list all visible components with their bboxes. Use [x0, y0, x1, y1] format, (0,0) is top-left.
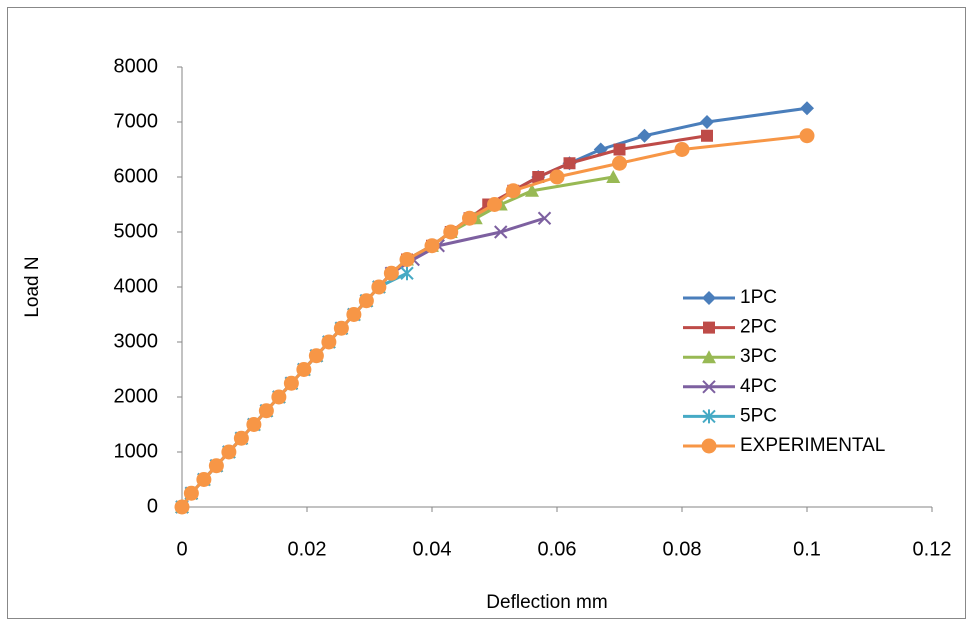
y-tick-label: 7000: [114, 110, 159, 132]
marker: [283, 375, 299, 391]
marker: [383, 265, 399, 281]
marker: [399, 252, 415, 267]
marker: [221, 444, 237, 460]
marker: [549, 169, 565, 185]
marker: [613, 143, 626, 156]
legend-label: EXPERIMENTAL: [740, 435, 885, 456]
legend-label: 2PC: [740, 317, 777, 338]
marker: [271, 389, 287, 405]
marker: [400, 266, 414, 281]
y-axis-title: Load N: [22, 256, 43, 317]
legend-marker: [703, 321, 715, 334]
marker: [674, 142, 690, 157]
y-tick-label: 8000: [114, 55, 159, 77]
y-tick-label: 3000: [114, 330, 159, 352]
marker: [525, 183, 539, 197]
marker: [701, 129, 713, 142]
legend-label: 3PC: [740, 346, 777, 367]
marker: [800, 101, 814, 116]
marker: [799, 128, 815, 144]
marker: [537, 211, 552, 225]
x-tick-label: 0.04: [413, 538, 452, 560]
legend-marker: [702, 409, 716, 424]
x-tick-label: 0.08: [663, 538, 702, 560]
marker: [700, 115, 714, 129]
x-axis-title: Deflection mm: [486, 592, 607, 613]
marker: [505, 183, 521, 199]
legend-label: 5PC: [740, 405, 777, 426]
marker: [174, 499, 190, 515]
marker: [233, 430, 249, 446]
y-tick-label: 2000: [114, 385, 159, 407]
marker: [246, 417, 262, 432]
marker: [462, 210, 477, 226]
y-tick-label: 5000: [114, 220, 159, 242]
chart-frame: [7, 7, 966, 619]
marker: [308, 348, 324, 364]
y-tick-label: 6000: [114, 165, 159, 187]
x-tick-label: 0.1: [793, 538, 821, 560]
marker: [346, 307, 362, 322]
legend-marker: [701, 438, 717, 454]
marker: [487, 197, 502, 212]
legend-marker: [702, 291, 716, 305]
series-line: [180, 134, 808, 508]
legend-marker: [702, 350, 716, 364]
x-tick-label: 0.06: [538, 538, 577, 560]
marker: [443, 224, 459, 240]
x-tick-label: 0.02: [288, 538, 327, 560]
marker: [494, 225, 508, 239]
marker: [333, 320, 349, 336]
marker: [563, 157, 576, 170]
marker: [321, 334, 337, 350]
x-tick-label: 0: [176, 538, 187, 560]
y-tick-label: 0: [147, 495, 158, 517]
marker: [424, 238, 440, 254]
marker: [606, 170, 621, 183]
marker: [196, 472, 212, 487]
legend-label: 4PC: [740, 376, 777, 397]
marker: [296, 362, 312, 377]
legend-label: 1PC: [740, 287, 777, 308]
marker: [637, 128, 652, 143]
marker: [532, 171, 545, 183]
legend-marker: [702, 380, 716, 394]
marker: [258, 403, 274, 419]
marker: [371, 279, 387, 295]
marker: [208, 458, 224, 474]
y-tick-label: 1000: [114, 440, 159, 462]
marker: [358, 293, 374, 309]
marker: [183, 485, 199, 501]
y-tick-label: 4000: [114, 275, 159, 297]
marker: [612, 155, 627, 171]
x-tick-label: 0.12: [913, 538, 952, 560]
